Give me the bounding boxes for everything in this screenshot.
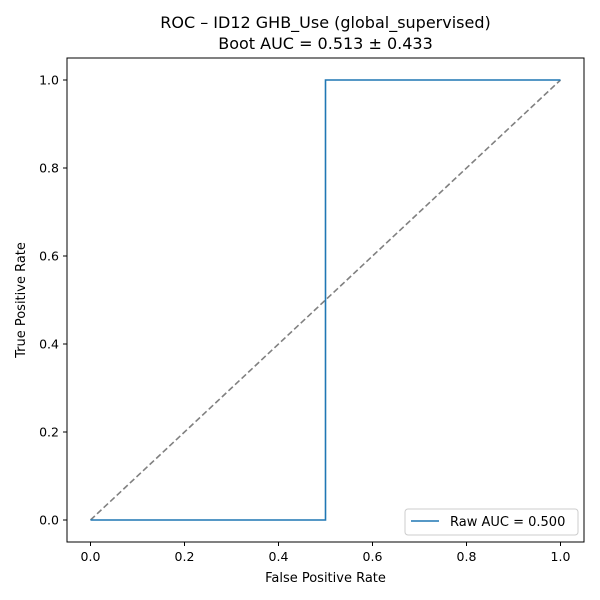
x-tick-label: 0.4 [269, 549, 289, 564]
x-tick-label: 1.0 [551, 549, 571, 564]
y-tick-label: 0.2 [39, 425, 59, 440]
y-tick-label: 0.8 [39, 161, 59, 176]
y-tick-label: 0.4 [39, 337, 59, 352]
y-tick-label: 1.0 [39, 73, 59, 88]
x-tick-label: 0.8 [457, 549, 477, 564]
x-tick-label: 0.2 [175, 549, 195, 564]
x-axis-ticks: 0.0 0.2 0.4 0.6 0.8 1.0 [81, 542, 571, 564]
x-tick-label: 0.0 [81, 549, 101, 564]
x-tick-label: 0.6 [363, 549, 383, 564]
y-axis-label: True Positive Rate [14, 242, 29, 359]
y-tick-label: 0.0 [39, 513, 59, 528]
y-axis-ticks: 0.0 0.2 0.4 0.6 0.8 1.0 [39, 73, 67, 528]
y-tick-label: 0.6 [39, 249, 59, 264]
chance-diagonal-line [89, 79, 562, 521]
x-axis-label: False Positive Rate [265, 571, 386, 586]
chart-title-line1: ROC – ID12 GHB_Use (global_supervised) [160, 13, 491, 33]
legend-box [404, 508, 579, 536]
chart-title-line2: Boot AUC = 0.513 ± 0.433 [218, 34, 433, 53]
legend: Raw AUC = 0.500 [404, 508, 579, 536]
series-layer [89, 79, 562, 521]
plot-frame [66, 57, 585, 543]
roc-curve-line [90, 79, 561, 521]
legend-label-raw-auc: Raw AUC = 0.500 [450, 515, 565, 530]
